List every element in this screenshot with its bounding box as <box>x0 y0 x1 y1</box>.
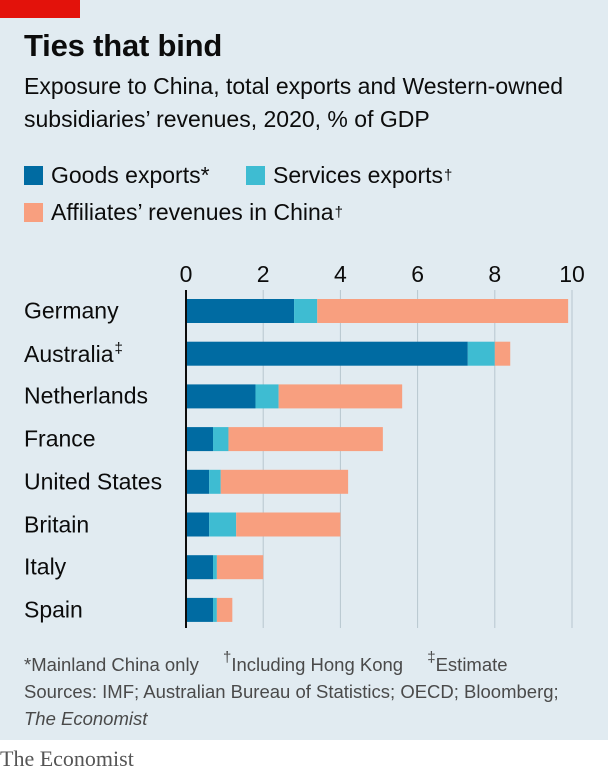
footnote-hongkong: Including Hong Kong <box>231 654 404 675</box>
bar-netherlands-series-2 <box>278 384 403 409</box>
x-tick-label-2: 2 <box>257 261 270 287</box>
chart-panel: Ties that bind Exposure to China, total … <box>0 0 608 740</box>
legend-label-services: Services exports <box>273 162 444 188</box>
bar-france-series-1 <box>213 427 229 452</box>
bar-italy-series-2 <box>216 555 264 580</box>
bar-britain-series-0 <box>186 512 210 537</box>
legend-swatch-affiliates <box>24 203 43 222</box>
chart-subtitle: Exposure to China, total exports and Wes… <box>24 73 564 132</box>
x-tick-label-8: 8 <box>488 261 501 287</box>
bar-netherlands-series-1 <box>255 384 279 409</box>
bar-chart-plot: 0 2 4 6 8 10 <box>180 261 585 628</box>
bar-netherlands-series-0 <box>186 384 256 409</box>
category-label-britain: Britain <box>24 511 90 537</box>
legend-label-goods: Goods exports* <box>51 162 210 188</box>
category-label-united-states: United States <box>24 468 163 495</box>
category-label-australia: Australia‡ <box>24 339 123 367</box>
category-label-italy: Italy <box>24 553 67 580</box>
category-label-netherlands: Netherlands <box>24 382 149 409</box>
bar-germany-series-0 <box>186 299 295 323</box>
bar-germany-series-1 <box>294 299 318 323</box>
x-tick-label-10: 10 <box>559 261 585 287</box>
footnote-dagger-mark: † <box>222 649 232 666</box>
legend-label-affiliates: Affiliates’ revenues in China <box>51 199 334 225</box>
bar-spain-series-2 <box>216 597 233 622</box>
bar-germany-series-2 <box>317 299 569 323</box>
sources-line: Sources: IMF; Australian Bureau of Stati… <box>24 678 594 732</box>
footnote-mainland: *Mainland China only <box>24 654 199 675</box>
bar-france-series-2 <box>228 427 383 452</box>
x-tick-label-6: 6 <box>411 261 424 287</box>
bar-australia-series-1 <box>467 341 495 366</box>
bar-spain-series-1 <box>213 597 217 622</box>
bar-italy-series-1 <box>213 555 217 580</box>
bar-france-series-0 <box>186 427 214 452</box>
chart-title: Ties that bind <box>24 28 223 63</box>
category-label-spain: Spain <box>24 596 83 623</box>
bar-italy-series-0 <box>186 555 214 580</box>
legend-item-services: Services exports † <box>246 162 452 189</box>
category-label-germany: Germany <box>24 297 119 324</box>
bar-australia-series-2 <box>494 341 511 366</box>
category-label-france: France <box>24 425 96 452</box>
bar-australia-series-0 <box>186 341 468 366</box>
footnotes: *Mainland China only †Including Hong Kon… <box>24 644 594 732</box>
legend-sup-affiliates: † <box>334 204 343 221</box>
bar-united-states-series-0 <box>186 469 210 494</box>
footnote-estimate: Estimate <box>435 654 508 675</box>
bar-britain-series-2 <box>236 512 341 537</box>
bar-britain-series-1 <box>209 512 237 537</box>
footnote-line: *Mainland China only †Including Hong Kon… <box>24 644 594 678</box>
footnote-ddagger-mark: ‡ <box>427 649 436 666</box>
bar-spain-series-0 <box>186 597 214 622</box>
bar-united-states-series-1 <box>209 469 221 494</box>
legend-swatch-goods <box>24 166 43 185</box>
legend-item-affiliates: Affiliates’ revenues in China † <box>24 199 343 226</box>
legend-sup-services: † <box>444 167 453 184</box>
legend-item-goods: Goods exports* <box>24 162 211 189</box>
x-tick-label-0: 0 <box>180 261 193 287</box>
brand-red-tag <box>0 0 80 18</box>
sources-text: Sources: IMF; Australian Bureau of Stati… <box>24 681 559 702</box>
bar-united-states-series-2 <box>220 469 349 494</box>
legend-swatch-services <box>246 166 265 185</box>
x-tick-label-4: 4 <box>334 261 347 287</box>
brand-logo-text: The Economist <box>0 746 134 771</box>
sources-italic: The Economist <box>24 708 148 729</box>
